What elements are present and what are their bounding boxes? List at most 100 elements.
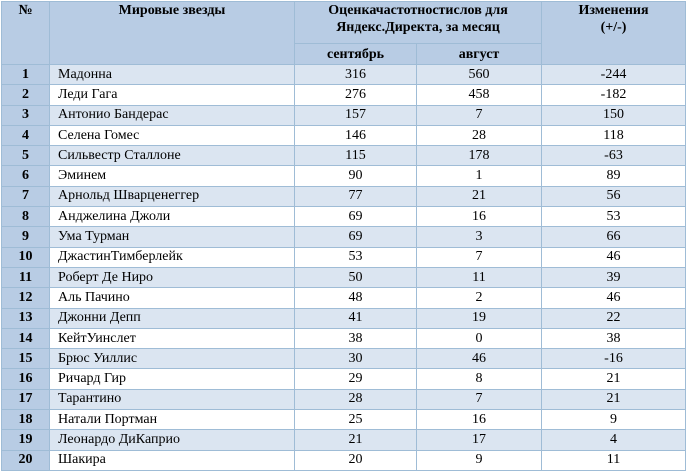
row-august-value: 458 <box>415 84 543 106</box>
row-august-value: 3 <box>415 226 543 248</box>
row-august-value: 21 <box>415 185 543 208</box>
row-september-value: 157 <box>294 104 417 126</box>
table-row: 20 Шакира 20 9 11 <box>1 449 687 471</box>
row-star-name: Сильвестр Сталлоне <box>49 145 295 167</box>
row-change-value: 56 <box>541 185 687 208</box>
row-number: 20 <box>1 449 50 471</box>
table-row: 3 Антонио Бандерас 157 7 150 <box>1 104 687 126</box>
row-august-value: 11 <box>415 266 543 289</box>
table-row: 7 Арнольд Шварценеггер 77 21 56 <box>1 185 687 208</box>
row-star-name: Анджелина Джоли <box>49 206 295 228</box>
row-change-value: 38 <box>541 327 687 350</box>
header-change-line1: Изменения <box>578 3 649 18</box>
row-september-value: 25 <box>294 409 417 431</box>
row-number: 6 <box>1 165 50 187</box>
table-row: 6 Эминем 90 1 89 <box>1 165 687 187</box>
row-august-value: 1 <box>415 165 543 187</box>
table-row: 8 Анджелина Джоли 69 16 53 <box>1 206 687 228</box>
row-change-value: 39 <box>541 266 687 289</box>
row-august-value: 16 <box>415 206 543 228</box>
row-star-name: Ума Турман <box>49 226 295 248</box>
row-change-value: 118 <box>541 124 687 147</box>
row-change-value: 9 <box>541 409 687 431</box>
row-september-value: 115 <box>294 145 417 167</box>
row-change-value: -63 <box>541 145 687 167</box>
row-change-value: 22 <box>541 307 687 329</box>
row-number: 1 <box>1 63 50 86</box>
row-change-value: 150 <box>541 104 687 126</box>
row-star-name: Тарантино <box>49 388 295 411</box>
row-change-value: 4 <box>541 429 687 451</box>
table-row: 19 Леонардо ДиКаприо 21 17 4 <box>1 429 687 451</box>
row-september-value: 38 <box>294 327 417 350</box>
row-september-value: 146 <box>294 124 417 147</box>
table-row: 16 Ричард Гир 29 8 21 <box>1 368 687 390</box>
row-change-value: 21 <box>541 368 687 390</box>
row-august-value: 7 <box>415 104 543 126</box>
row-september-value: 316 <box>294 63 417 86</box>
table-row: 17 Тарантино 28 7 21 <box>1 388 687 411</box>
table-row: 1 Мадонна 316 560 -244 <box>1 63 687 86</box>
row-september-value: 21 <box>294 429 417 451</box>
row-star-name: Селена Гомес <box>49 124 295 147</box>
row-change-value: 46 <box>541 287 687 309</box>
row-august-value: 178 <box>415 145 543 167</box>
header-number-label: № <box>18 3 33 18</box>
row-star-name: Ричард Гир <box>49 368 295 390</box>
row-number: 3 <box>1 104 50 126</box>
row-change-value: -16 <box>541 348 687 370</box>
row-change-value: -182 <box>541 84 687 106</box>
row-september-value: 48 <box>294 287 417 309</box>
header-september: сентябрь <box>294 43 417 65</box>
row-star-name: Шакира <box>49 449 295 471</box>
row-number: 11 <box>1 266 50 289</box>
row-star-name: Леди Гага <box>49 84 295 106</box>
row-number: 10 <box>1 246 50 268</box>
row-august-value: 7 <box>415 388 543 411</box>
row-star-name: Эминем <box>49 165 295 187</box>
header-number: № <box>1 1 50 65</box>
row-number: 13 <box>1 307 50 329</box>
table-row: 12 Аль Пачино 48 2 46 <box>1 287 687 309</box>
row-star-name: Леонардо ДиКаприо <box>49 429 295 451</box>
table-row: 10 ДжастинТимберлейк 53 7 46 <box>1 246 687 268</box>
row-august-value: 560 <box>415 63 543 86</box>
row-number: 12 <box>1 287 50 309</box>
table-row: 14 КейтУинслет 38 0 38 <box>1 327 687 350</box>
row-september-value: 41 <box>294 307 417 329</box>
row-star-name: Антонио Бандерас <box>49 104 295 126</box>
table-row: 11 Роберт Де Ниро 50 11 39 <box>1 266 687 289</box>
row-september-value: 276 <box>294 84 417 106</box>
header-row-top: № Мировые звезды Оценкачастотностислов д… <box>1 1 687 65</box>
row-september-value: 53 <box>294 246 417 268</box>
row-august-value: 16 <box>415 409 543 431</box>
row-number: 4 <box>1 124 50 147</box>
row-change-value: 66 <box>541 226 687 248</box>
row-august-value: 7 <box>415 246 543 268</box>
row-change-value: 21 <box>541 388 687 411</box>
row-august-value: 19 <box>415 307 543 329</box>
row-star-name: Брюс Уиллис <box>49 348 295 370</box>
row-september-value: 28 <box>294 388 417 411</box>
row-august-value: 8 <box>415 368 543 390</box>
header-change: Изменения (+/-) <box>541 1 687 65</box>
row-change-value: 46 <box>541 246 687 268</box>
header-search-line1: Оценкачастотностислов для <box>328 3 508 18</box>
row-september-value: 90 <box>294 165 417 187</box>
row-star-name: Роберт Де Ниро <box>49 266 295 289</box>
row-star-name: Натали Портман <box>49 409 295 431</box>
table-row: 4 Селена Гомес 146 28 118 <box>1 124 687 147</box>
row-september-value: 30 <box>294 348 417 370</box>
row-change-value: 11 <box>541 449 687 471</box>
row-september-value: 69 <box>294 226 417 248</box>
table-body: 1 Мадонна 316 560 -244 2 Леди Гага 276 458 -182 3 А… <box>1 63 687 471</box>
row-star-name: КейтУинслет <box>49 327 295 350</box>
row-number: 14 <box>1 327 50 350</box>
row-august-value: 28 <box>415 124 543 147</box>
header-stars-label: Мировые звезды <box>118 3 226 18</box>
row-august-value: 0 <box>415 327 543 350</box>
row-star-name: Арнольд Шварценеггер <box>49 185 295 208</box>
row-star-name: Мадонна <box>49 63 295 86</box>
row-august-value: 9 <box>415 449 543 471</box>
